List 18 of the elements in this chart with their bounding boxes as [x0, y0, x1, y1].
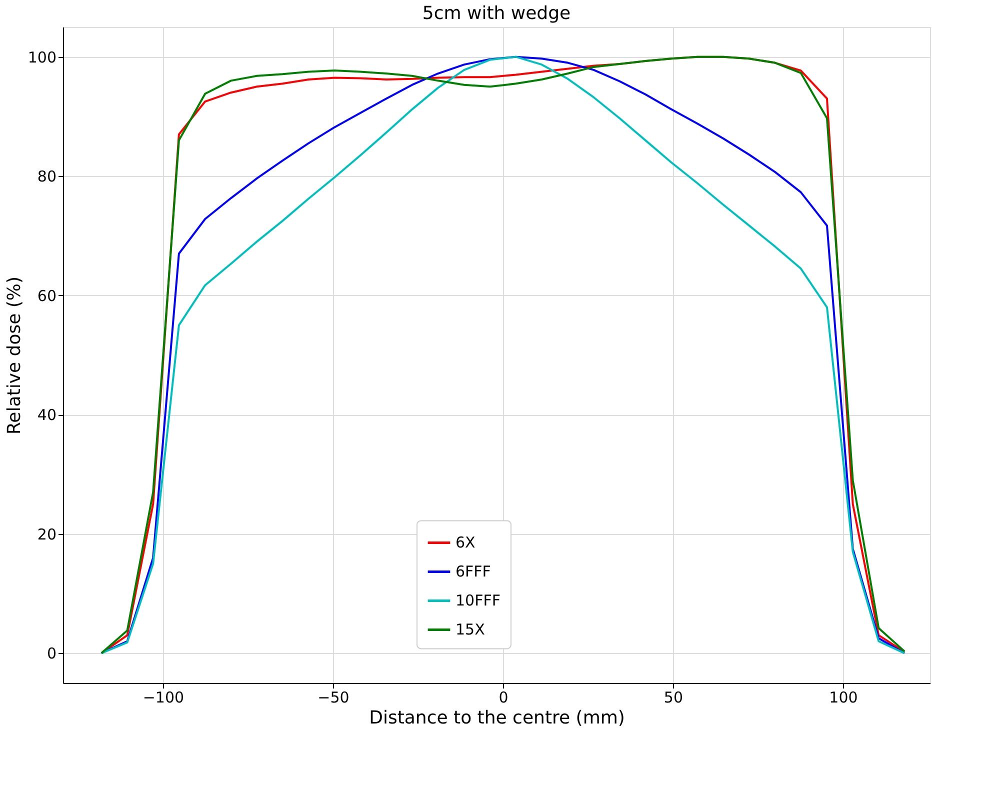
y-tick-label: 0 — [46, 644, 56, 663]
legend-label: 6X — [456, 534, 476, 552]
x-tick-label: 100 — [829, 688, 858, 706]
x-tick-label: −100 — [142, 688, 184, 706]
x-axis-title: Distance to the centre (mm) — [369, 708, 625, 728]
legend-label: 15X — [456, 620, 485, 639]
x-tick-label: −50 — [318, 688, 350, 706]
y-tick-label: 40 — [37, 406, 56, 424]
y-axis-title: Relative dose (%) — [4, 276, 25, 435]
legend-label: 10FFF — [456, 592, 500, 610]
legend-label: 6FFF — [456, 562, 491, 581]
y-tick-label: 60 — [37, 286, 56, 305]
x-tick-label: 50 — [664, 688, 684, 706]
x-tick-label: 0 — [498, 688, 508, 706]
y-tick-label: 20 — [37, 525, 56, 544]
y-tick-label: 100 — [28, 48, 56, 66]
chart-title: 5cm with wedge — [422, 3, 571, 24]
y-tick-label: 80 — [37, 168, 56, 186]
